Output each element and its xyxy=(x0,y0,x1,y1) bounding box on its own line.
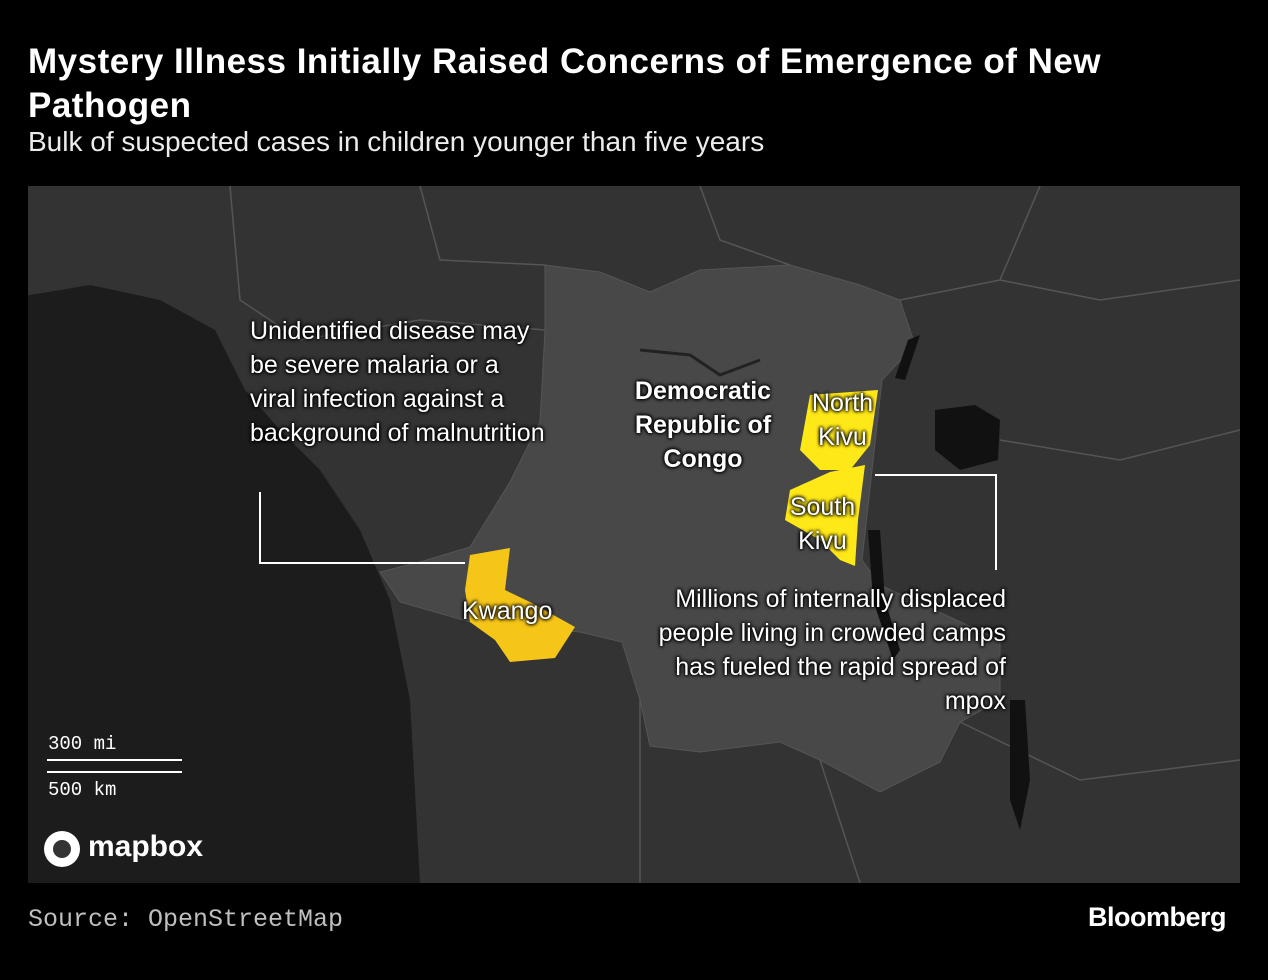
scale-label: 500 km xyxy=(48,779,117,801)
region-south-kivu xyxy=(785,465,865,566)
region-kwango xyxy=(465,548,575,662)
borders xyxy=(229,186,1240,883)
region-label: South Kivu xyxy=(789,493,856,555)
region-north-kivu xyxy=(800,390,878,470)
mapbox-logo xyxy=(53,840,71,858)
ocean xyxy=(28,285,420,883)
brand: Bloomberg xyxy=(1088,902,1227,932)
region-label: North Kivu xyxy=(811,389,874,451)
lake xyxy=(935,405,1000,470)
scale-label: 300 mi xyxy=(48,733,117,755)
callout-line xyxy=(875,474,997,570)
title: Mystery Illness Initially Raised Concern… xyxy=(28,42,1102,125)
lake xyxy=(868,530,900,660)
attribution: mapbox xyxy=(88,830,204,863)
lake xyxy=(1010,700,1030,830)
subtitle: Bulk of suspected cases in children youn… xyxy=(28,126,765,157)
annotation: Unidentified disease may be severe malar… xyxy=(250,317,545,447)
region-label: Kwango xyxy=(462,597,553,625)
river xyxy=(639,348,761,377)
country-label: Democratic Republic of Congo xyxy=(634,377,772,473)
map-layers xyxy=(28,186,1240,883)
source: Source: OpenStreetMap xyxy=(28,905,344,934)
annotation: Millions of internally displaced people … xyxy=(658,585,1006,715)
lake xyxy=(895,335,920,380)
callout-line xyxy=(259,492,465,564)
